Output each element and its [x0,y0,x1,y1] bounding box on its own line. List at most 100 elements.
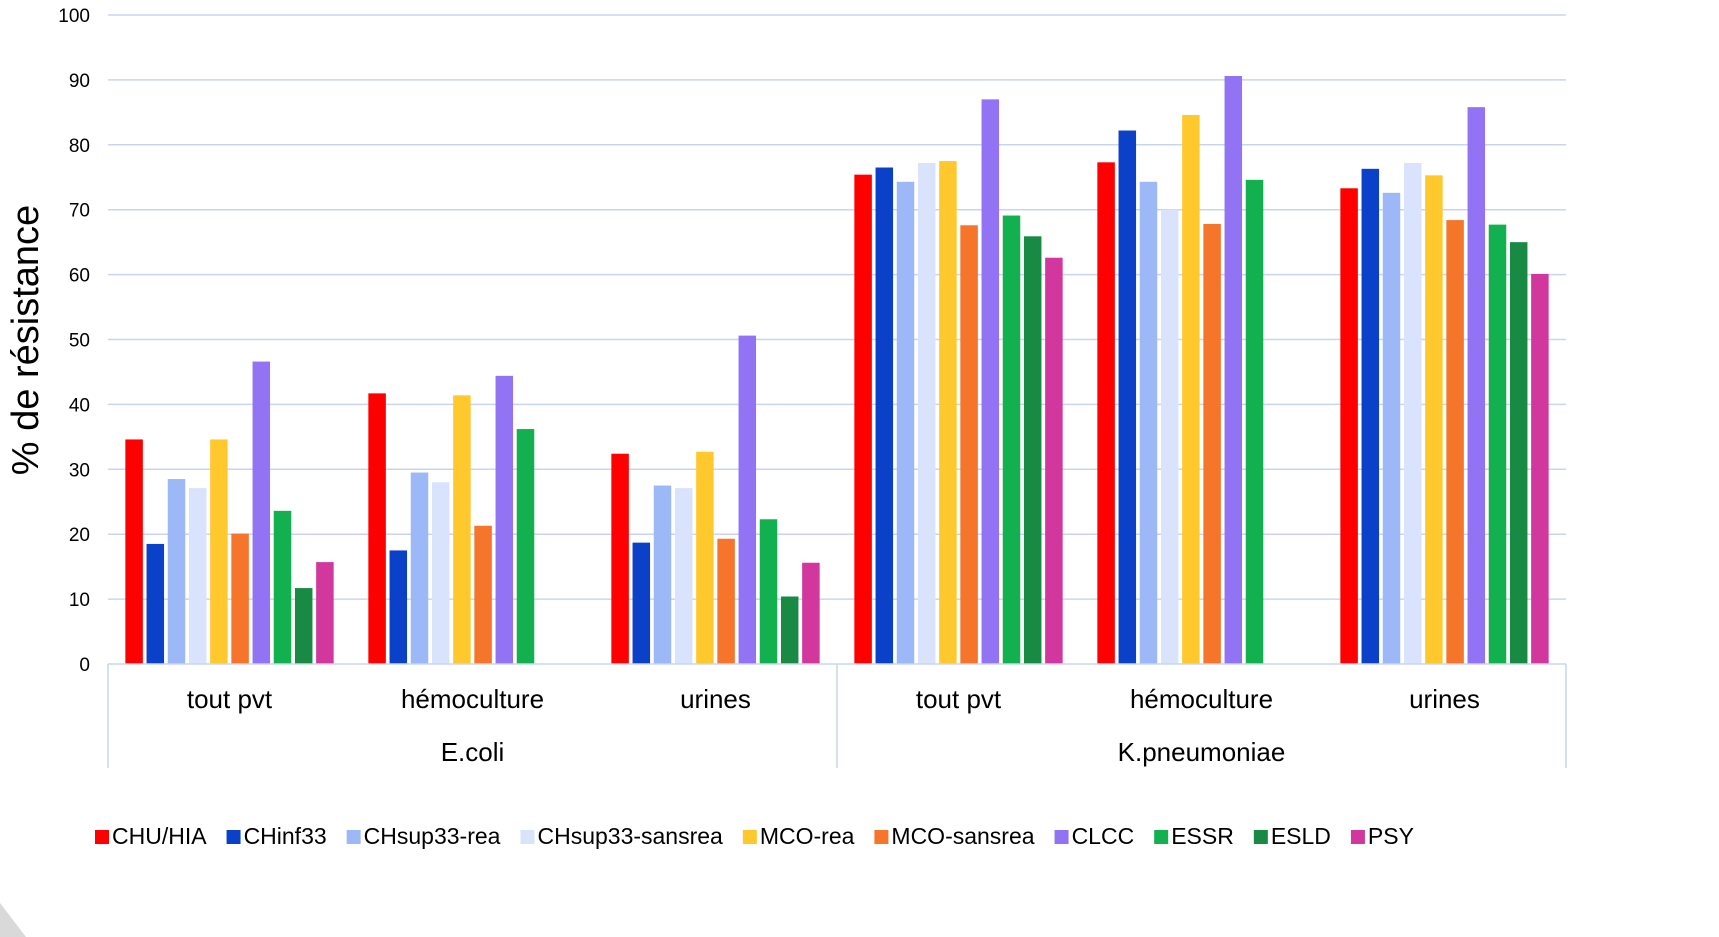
x-tick-label: tout pvt [187,684,273,714]
legend-swatch [226,830,241,844]
legend-swatch [346,830,361,844]
bar-psy [802,562,820,664]
bar-esld [1023,236,1042,664]
bar-essr [1488,224,1507,664]
legend-item: ESLD [1253,823,1331,849]
y-axis-title: % de résistance [5,205,47,475]
bar-chsup33-sansrea [1403,162,1422,665]
bar-chu-hia [125,439,143,664]
y-tick-label: 30 [69,460,90,481]
x-tick-label: urines [1409,684,1480,714]
legend-label: CHinf33 [244,823,327,849]
gridlines [108,14,1566,600]
bar-chsup33-sansrea [188,488,207,664]
bar-chsup33-sansrea [1160,209,1179,664]
legend-swatch [95,830,109,844]
y-tick-label: 20 [69,525,90,546]
bar-chsup33-sansrea [674,488,693,664]
legend-item: MCO-sansrea [874,823,1035,849]
legend-label: ESSR [1171,823,1234,849]
bar-esld [294,588,313,664]
bar-essr [759,519,778,664]
bar-mco-rea [1182,114,1200,665]
bar-essr [273,510,292,664]
legend-swatch [1054,830,1069,844]
x-axis: tout pvt hémoculture urines E.coli tout pvt h… [107,663,1567,768]
x-tick-label: hémoculture [1130,684,1273,714]
legend-swatch [1350,830,1365,844]
legend-item: CHU/HIA [95,823,207,849]
bar-mco-sansrea [960,225,978,664]
bar-chsup33-rea [896,181,915,664]
bar-mco-sansrea [1203,223,1221,664]
y-tick-label: 90 [69,71,90,92]
bar-mco-rea [453,395,471,664]
x-tick-label: urines [680,684,751,714]
bar-chsup33-rea [410,472,429,664]
legend: CHU/HIA CHinf33 CHsup33-rea CHsup33-sansrea… [95,823,1414,849]
bar-chinf33 [1361,168,1380,665]
legend-swatch [874,830,889,844]
y-tick-label: 10 [69,590,90,611]
bar-clcc [1224,76,1243,665]
x-tick-label: tout pvt [916,684,1002,714]
bar-clcc [495,375,514,664]
bar-chinf33 [632,542,651,664]
y-tick-label: 60 [69,266,90,287]
legend-label: MCO-rea [760,823,855,849]
legend-item: ESSR [1154,823,1234,849]
bar-mco-rea [939,161,957,664]
corner-decoration [0,903,26,937]
bar-mco-sansrea [717,538,735,664]
bar-chinf33 [389,550,408,664]
x-group-label: E.coli [441,737,505,767]
legend-label: CHU/HIA [112,823,207,849]
legend-label: CHsup33-rea [364,823,501,849]
bar-mco-rea [696,451,714,664]
bar-psy [1531,273,1549,664]
legend-swatch [1154,830,1169,844]
bar-chu-hia [854,174,872,665]
bar-chsup33-rea [1382,192,1401,665]
bar-chu-hia [611,453,629,664]
bar-chinf33 [146,543,165,664]
bar-essr [1245,179,1264,664]
bar-chinf33 [875,167,894,664]
bar-clcc [738,335,757,664]
bar-essr [516,429,535,664]
legend-label: CHsup33-sansrea [537,823,723,849]
legend-swatch [520,830,535,844]
bar-chu-hia [1097,162,1115,664]
legend-label: MCO-sansrea [891,823,1034,849]
legend-label: PSY [1368,823,1414,849]
legend-item: PSY [1350,823,1414,849]
bar-esld [1509,242,1528,664]
x-group-label: K.pneumoniae [1118,737,1286,767]
legend-swatch [1253,830,1268,844]
x-tick-label: hémoculture [401,684,544,714]
y-tick-label: 70 [69,201,90,222]
bar-chsup33-rea [167,479,186,664]
bar-clcc [252,361,271,664]
legend-item: CHsup33-sansrea [520,823,723,849]
bar-psy [1045,257,1063,664]
bar-essr [1002,215,1021,664]
bar-clcc [1467,107,1486,664]
bar-chsup33-rea [653,485,672,664]
legend-swatch [742,830,757,844]
legend-item: MCO-rea [742,823,855,849]
bar-chsup33-sansrea [431,482,450,664]
bar-esld [780,596,799,664]
bar-mco-rea [210,439,228,664]
legend-item: CHinf33 [226,823,327,849]
bars [125,76,1549,665]
y-axis-ticks: 0 10 20 30 40 50 60 70 80 90 100 [58,6,90,676]
y-tick-label: 100 [58,6,90,27]
legend-item: CHsup33-rea [346,823,501,849]
bar-chinf33 [1118,130,1137,665]
bar-mco-sansrea [474,525,492,664]
bar-chsup33-sansrea [917,162,936,665]
y-tick-label: 40 [69,395,90,416]
bar-chsup33-rea [1139,181,1158,664]
